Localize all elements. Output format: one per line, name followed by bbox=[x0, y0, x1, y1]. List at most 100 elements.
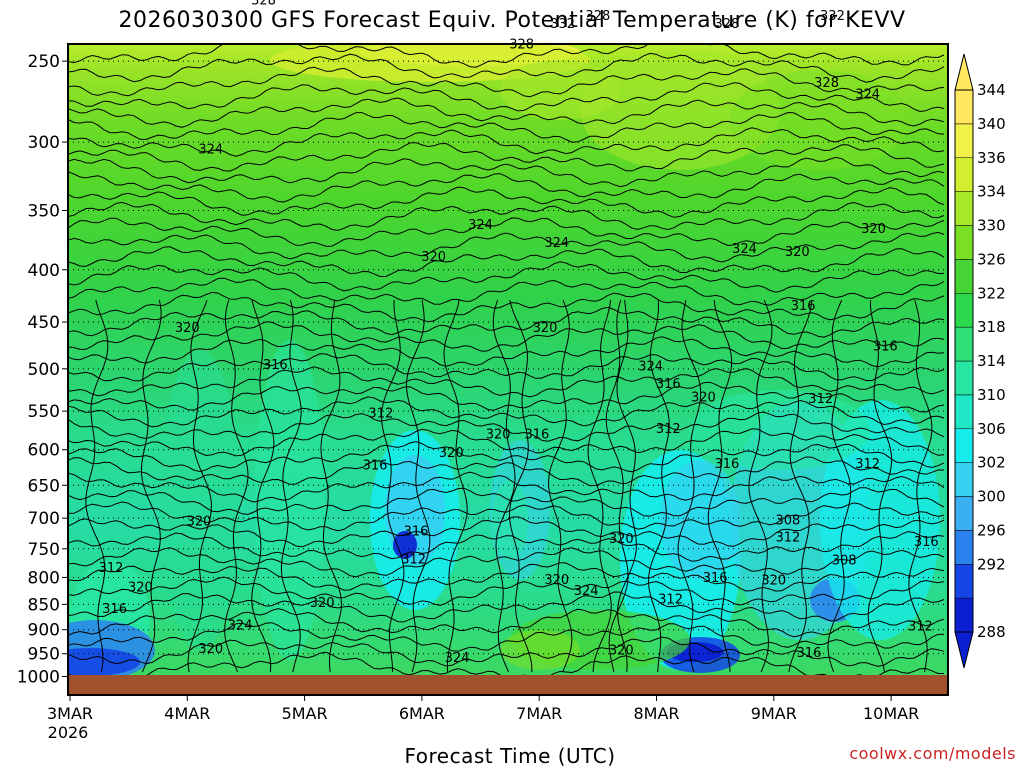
contour-line bbox=[508, 299, 533, 673]
contour-line bbox=[380, 299, 405, 673]
contour-label: 320 bbox=[187, 515, 212, 530]
contour-line bbox=[68, 291, 945, 323]
colorbar-label: 330 bbox=[977, 217, 1006, 235]
contour-label: 320 bbox=[198, 642, 223, 657]
contour-label: 324 bbox=[855, 88, 880, 103]
contour-line bbox=[677, 299, 702, 673]
contour-line bbox=[68, 622, 944, 652]
contour-label: 312 bbox=[368, 407, 393, 422]
contour-label: 320 bbox=[861, 222, 886, 237]
contour-line bbox=[68, 487, 945, 517]
y-tick-label: 750 bbox=[28, 540, 60, 560]
contour-line bbox=[405, 299, 431, 673]
contour-line bbox=[251, 299, 275, 673]
colorbar-label: 314 bbox=[977, 352, 1006, 370]
colorbar-label: 302 bbox=[977, 454, 1006, 472]
ground-band bbox=[68, 675, 948, 695]
x-tick-label: 6MAR bbox=[399, 704, 445, 723]
contour-line bbox=[867, 299, 893, 673]
colorbar-top-arrow bbox=[954, 53, 974, 91]
y-tick-label: 900 bbox=[28, 621, 60, 641]
colorbar-cell bbox=[954, 428, 974, 463]
contour-line bbox=[68, 186, 945, 218]
colorbar-label: 340 bbox=[977, 115, 1006, 133]
contour-line bbox=[68, 97, 945, 128]
x-tick-label: 9MAR bbox=[751, 704, 797, 723]
contour-label: 332 bbox=[820, 9, 845, 24]
theta-e-region bbox=[255, 340, 325, 660]
contour-label: 316 bbox=[404, 525, 429, 540]
theta-e-region bbox=[660, 460, 740, 580]
contour-line bbox=[68, 277, 945, 306]
x-tick-sublabel: 2026 bbox=[48, 723, 89, 742]
contour-label: 332 bbox=[550, 17, 575, 32]
contour-line bbox=[443, 299, 468, 673]
theta-e-region bbox=[580, 50, 780, 170]
contour-line bbox=[68, 231, 945, 263]
contour-line bbox=[68, 456, 945, 487]
colorbar-label: 300 bbox=[977, 488, 1006, 506]
colorbar-label: 326 bbox=[977, 250, 1006, 268]
colorbar-cell bbox=[954, 89, 974, 125]
contour-label: 320 bbox=[785, 245, 810, 260]
contour-label: 312 bbox=[401, 552, 426, 567]
contour-line bbox=[707, 299, 733, 673]
contour-label: 324 bbox=[468, 218, 493, 233]
colorbar-cell bbox=[954, 326, 974, 362]
theta-e-region bbox=[270, 44, 590, 82]
contour-line bbox=[68, 501, 945, 532]
contour-label: 320 bbox=[486, 428, 511, 443]
y-tick-label: 250 bbox=[28, 52, 60, 72]
contour-line bbox=[68, 306, 945, 338]
contour-line bbox=[788, 299, 813, 673]
contour-line bbox=[68, 562, 945, 592]
colorbar-cell bbox=[954, 259, 974, 294]
colorbar-cell bbox=[954, 530, 974, 565]
contour-line bbox=[492, 299, 516, 673]
theta-e-features bbox=[68, 44, 945, 675]
colorbar-bottom-arrow bbox=[954, 631, 974, 669]
contour-label: 312 bbox=[908, 620, 933, 635]
contour-line bbox=[68, 217, 945, 247]
contour-label: 316 bbox=[524, 428, 549, 443]
y-tick-label: 1000 bbox=[17, 668, 60, 688]
y-tick-label: 400 bbox=[28, 261, 60, 281]
contour-line bbox=[68, 171, 945, 203]
contour-label: 324 bbox=[198, 143, 223, 158]
x-tick-label: 7MAR bbox=[516, 704, 562, 723]
x-tick-label: 8MAR bbox=[633, 704, 679, 723]
contour-label: 316 bbox=[363, 458, 388, 473]
contour-label: 320 bbox=[533, 321, 558, 336]
x-tick-label: 10MAR bbox=[863, 704, 919, 723]
contour-line bbox=[827, 299, 852, 673]
colorbar-cell bbox=[954, 597, 974, 633]
contour-label: 328 bbox=[714, 17, 739, 32]
theta-e-region bbox=[820, 400, 940, 640]
contour-label: 316 bbox=[263, 358, 288, 373]
colorbar-label: 344 bbox=[977, 81, 1006, 99]
contour-label: 320 bbox=[691, 390, 716, 405]
contour-line bbox=[224, 299, 249, 673]
contour-line bbox=[68, 608, 945, 638]
y-tick-label: 650 bbox=[28, 476, 60, 496]
colorbar-cell bbox=[954, 496, 974, 531]
contour-label: 328 bbox=[251, 0, 276, 8]
colorbar-label: 334 bbox=[977, 183, 1006, 201]
contour-label: 312 bbox=[775, 531, 800, 546]
contour-line bbox=[68, 246, 945, 277]
theta-e-region bbox=[160, 350, 240, 650]
contour-line bbox=[587, 299, 612, 673]
contour-line bbox=[68, 441, 945, 473]
contour-line bbox=[68, 201, 945, 231]
colorbar-cell bbox=[954, 123, 974, 158]
colorbar-cell bbox=[954, 157, 974, 192]
contour-line bbox=[748, 299, 773, 673]
contour-label: 308 bbox=[832, 553, 857, 568]
colorbar-cell bbox=[954, 225, 974, 260]
theta-e-region bbox=[68, 648, 140, 675]
contour-label: 324 bbox=[638, 360, 663, 375]
plot-frame bbox=[67, 43, 949, 696]
contour-label: 316 bbox=[703, 571, 728, 586]
theta-e-region bbox=[730, 70, 910, 170]
